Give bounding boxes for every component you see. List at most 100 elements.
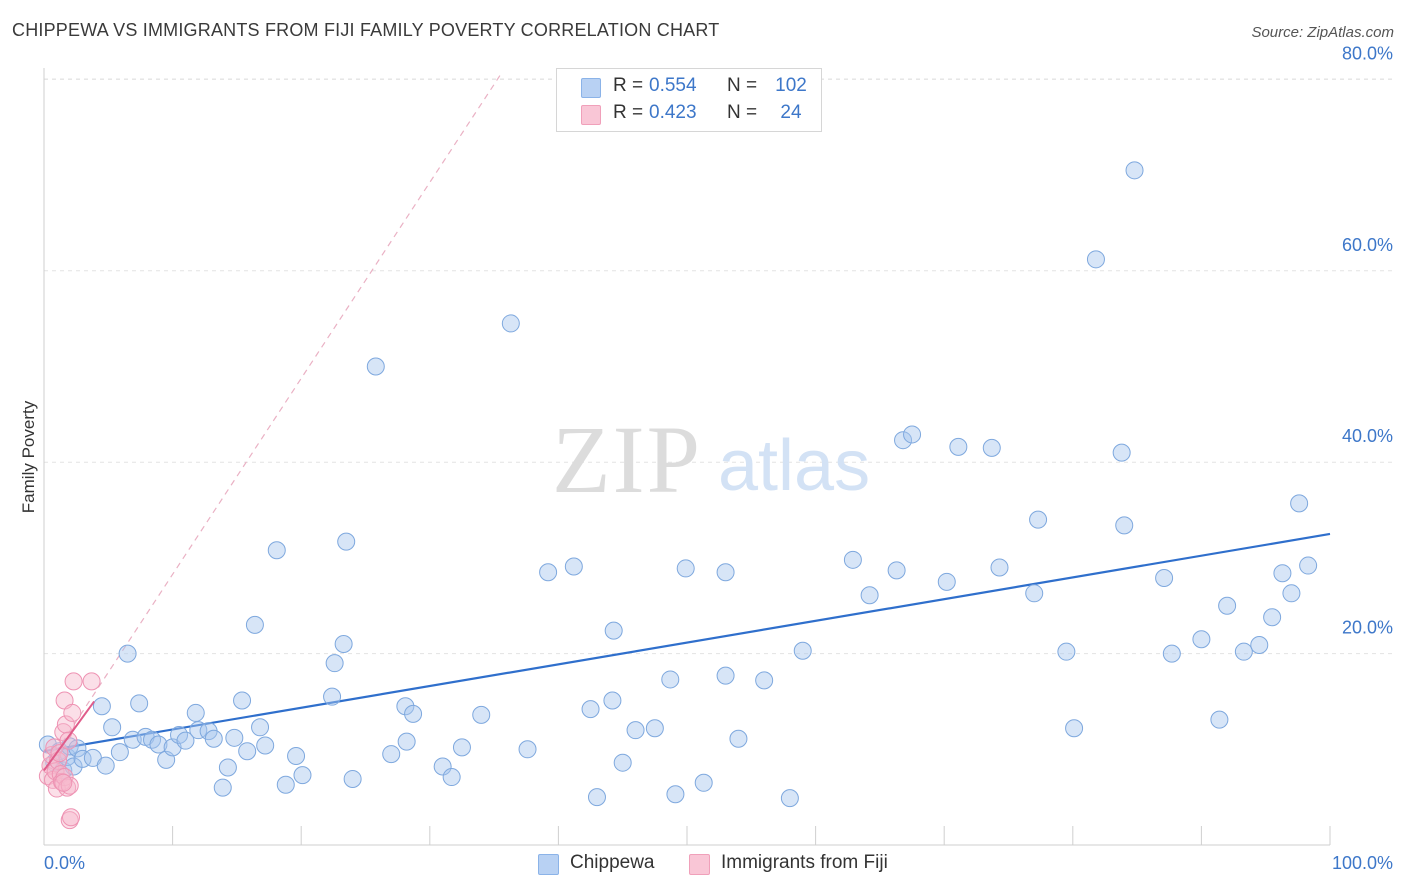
legend-n-value: 24 [780, 102, 802, 123]
point-fiji [50, 744, 69, 763]
point-chippewa [213, 778, 232, 797]
point-chippewa [1125, 161, 1144, 180]
point-chippewa [1250, 635, 1269, 654]
point-chippewa [233, 691, 252, 710]
point-chippewa [472, 705, 491, 724]
point-chippewa [218, 758, 237, 777]
point-chippewa [256, 736, 275, 755]
point-chippewa [287, 746, 306, 765]
point-chippewa [666, 785, 685, 804]
point-chippewa [225, 728, 244, 747]
point-chippewa [73, 749, 92, 768]
point-chippewa [382, 745, 401, 764]
point-chippewa [860, 586, 879, 605]
trend-line-fiji [43, 700, 95, 771]
source-credit: Source: ZipAtlas.com [1251, 24, 1394, 41]
legend-n-value: 102 [775, 75, 807, 96]
point-chippewa [149, 735, 168, 754]
point-chippewa [1115, 516, 1134, 535]
point-chippewa [397, 732, 416, 751]
point-chippewa [539, 563, 558, 582]
legend-r-value: 0.554 [649, 75, 697, 96]
point-fiji [62, 808, 81, 827]
point-chippewa [1029, 510, 1048, 529]
watermark-atlas: atlas [718, 426, 870, 506]
x-tick-label: 100.0% [1332, 853, 1393, 873]
point-chippewa [325, 654, 344, 673]
point-chippewa [189, 721, 208, 740]
point-chippewa [780, 789, 799, 808]
point-chippewa [323, 687, 342, 706]
chart-title: CHIPPEWA VS IMMIGRANTS FROM FIJI FAMILY … [12, 20, 720, 40]
point-chippewa [1162, 644, 1181, 663]
point-fiji [64, 672, 83, 691]
y-tick-label: 80.0% [1342, 43, 1393, 63]
point-chippewa [1299, 556, 1318, 575]
bottom-legend-swatch-chippewa [538, 854, 559, 875]
point-fiji [55, 768, 74, 787]
point-chippewa [613, 753, 632, 772]
point-chippewa [1192, 630, 1211, 649]
point-chippewa [442, 768, 461, 787]
point-chippewa [694, 773, 713, 792]
legend-r-label: R = [613, 75, 644, 96]
legend-swatch-fiji [581, 105, 601, 125]
point-chippewa [716, 563, 735, 582]
point-chippewa [843, 550, 862, 569]
point-chippewa [676, 559, 695, 578]
point-chippewa [903, 425, 922, 444]
legend-r-label: R = [613, 102, 644, 123]
watermark-zip: ZIP [552, 406, 702, 513]
point-chippewa [245, 615, 264, 634]
bottom-legend-label: Chippewa [570, 852, 655, 873]
point-chippewa [937, 572, 956, 591]
point-chippewa [366, 357, 385, 376]
point-chippewa [1086, 250, 1105, 269]
x-tick-label: 0.0% [44, 853, 85, 873]
point-chippewa [68, 739, 87, 758]
point-chippewa [518, 740, 537, 759]
point-chippewa [501, 314, 520, 333]
point-chippewa [1263, 608, 1282, 627]
y-tick-label: 20.0% [1342, 618, 1393, 638]
point-chippewa [894, 431, 913, 450]
legend-n-label: N = [727, 75, 758, 96]
y-tick-label: 40.0% [1342, 426, 1393, 446]
point-chippewa [729, 729, 748, 748]
point-chippewa [887, 561, 906, 580]
watermark: ZIP atlas [552, 406, 870, 513]
point-chippewa [293, 766, 312, 785]
point-fiji [59, 731, 78, 750]
point-chippewa [337, 532, 356, 551]
point-chippewa [626, 721, 645, 740]
point-chippewa [661, 670, 680, 689]
point-chippewa [267, 541, 286, 560]
point-chippewa [186, 703, 205, 722]
trend-lines [43, 74, 1331, 771]
point-fiji [63, 703, 82, 722]
point-chippewa [1234, 642, 1253, 661]
point-chippewa [96, 756, 115, 775]
point-chippewa [755, 671, 774, 690]
y-axis-label: Family Poverty [19, 400, 38, 513]
point-chippewa [404, 704, 423, 723]
trend-line-chippewa [43, 532, 1331, 753]
point-chippewa [130, 694, 149, 713]
point-chippewa [587, 788, 606, 807]
point-chippewa [238, 742, 257, 761]
y-tick-label: 60.0% [1342, 235, 1393, 255]
point-chippewa [1112, 443, 1131, 462]
legend-swatch-chippewa [581, 78, 601, 98]
point-chippewa [1273, 564, 1292, 583]
point-chippewa [793, 641, 812, 660]
point-chippewa [949, 437, 968, 456]
point-chippewa [103, 718, 122, 737]
point-chippewa [1282, 584, 1301, 603]
point-chippewa [204, 729, 223, 748]
point-chippewa [1025, 584, 1044, 603]
point-chippewa [276, 775, 295, 794]
point-chippewa [396, 697, 415, 716]
point-chippewa [1155, 568, 1174, 587]
point-chippewa [176, 731, 195, 750]
